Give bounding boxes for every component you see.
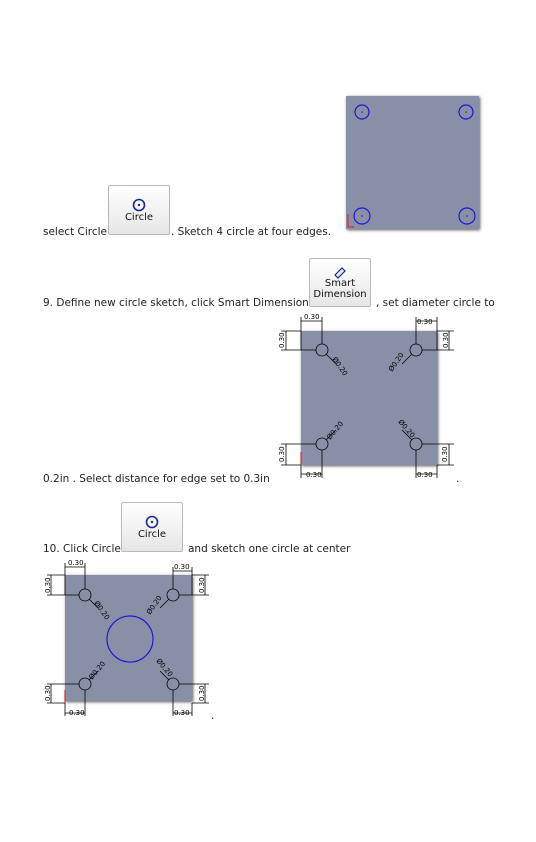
- circle-top-left: [354, 104, 370, 120]
- dim3-bottom-right-h: 0.30: [174, 709, 190, 717]
- dim-bottom-right-v: 0.30: [441, 446, 449, 462]
- circle-bottom-right: [458, 207, 476, 225]
- dim-top-left-v: 0.30: [278, 332, 286, 348]
- circle-tool-label-2: Circle: [137, 528, 167, 540]
- dimensioned-sketch: 0.30 0.30 0.30 0.30 0.30 0.30 0.30 0.30 …: [278, 313, 454, 479]
- dim-dia-bottom-right: Ø0.20: [396, 418, 416, 439]
- dim-dia-bottom-left: Ø0.20: [325, 420, 345, 441]
- center-circle: [106, 615, 154, 663]
- dim-bottom-left-h: 0.30: [306, 471, 322, 479]
- step10-end: .: [211, 710, 215, 722]
- step9-text-prefix: 9. Define new circle sketch, click Smart…: [43, 297, 309, 309]
- plate-dimensioned: [301, 331, 437, 465]
- dim3-top-left-h: 0.30: [68, 559, 84, 567]
- dim3-bottom-left-v: 0.30: [44, 685, 52, 701]
- plate-center-circle: [65, 575, 192, 701]
- circle-tool-button[interactable]: Circle: [108, 185, 170, 235]
- dim3-top-left-v: 0.30: [44, 577, 52, 593]
- smart-dimension-label: Smart Dimension: [313, 277, 367, 300]
- dim3-bottom-right-v: 0.30: [198, 685, 206, 701]
- step9-line2-end: .: [456, 473, 460, 485]
- dim-top-left-h: 0.30: [304, 313, 320, 321]
- dim3-dia-bottom-left: Ø0.20: [87, 660, 107, 681]
- dim-bottom-right-h: 0.30: [417, 471, 433, 479]
- smart-dimension-button[interactable]: Smart Dimension: [309, 258, 371, 307]
- circle-icon: [132, 198, 146, 211]
- dim-top-right-h: 0.30: [417, 318, 433, 326]
- smart-dimension-icon: [334, 266, 346, 279]
- circle-tool-label: Circle: [124, 211, 154, 223]
- center-circle-sketch: 0.30 0.30 0.30 0.30 0.30 0.30 0.30 0.30 …: [44, 559, 209, 717]
- circle-tool-button-2[interactable]: Circle: [121, 502, 183, 552]
- dim-bottom-left-v: 0.30: [278, 446, 286, 462]
- step10-text-suffix: and sketch one circle at center: [188, 543, 351, 555]
- dim3-bottom-left-h: 0.30: [69, 709, 85, 717]
- dim-dia-top-left: Ø0.20: [330, 356, 349, 378]
- step10-text-prefix: 10. Click Circle: [43, 543, 121, 555]
- dim3-top-right-v: 0.30: [198, 577, 206, 593]
- step8-text-suffix: . Sketch 4 circle at four edges.: [171, 226, 332, 238]
- dim3-dia-top-left: Ø0.20: [92, 600, 111, 622]
- step9-line2: 0.2in . Select distance for edge set to …: [43, 473, 270, 485]
- dim-top-right-v: 0.30: [442, 332, 450, 348]
- circle-bottom-left: [353, 207, 371, 225]
- dim3-top-right-h: 0.30: [174, 563, 190, 571]
- circle-icon: [145, 515, 159, 528]
- four-circles-sketch: [347, 104, 476, 228]
- dim3-dia-top-right: Ø0.20: [145, 594, 164, 616]
- step9-text-suffix: , set diameter circle to: [376, 297, 495, 309]
- plate-four-circles: [346, 96, 479, 229]
- dim-dia-top-right: Ø0.20: [387, 351, 406, 373]
- step8-text-prefix: select Circle: [43, 226, 108, 238]
- circle-top-right: [458, 104, 474, 120]
